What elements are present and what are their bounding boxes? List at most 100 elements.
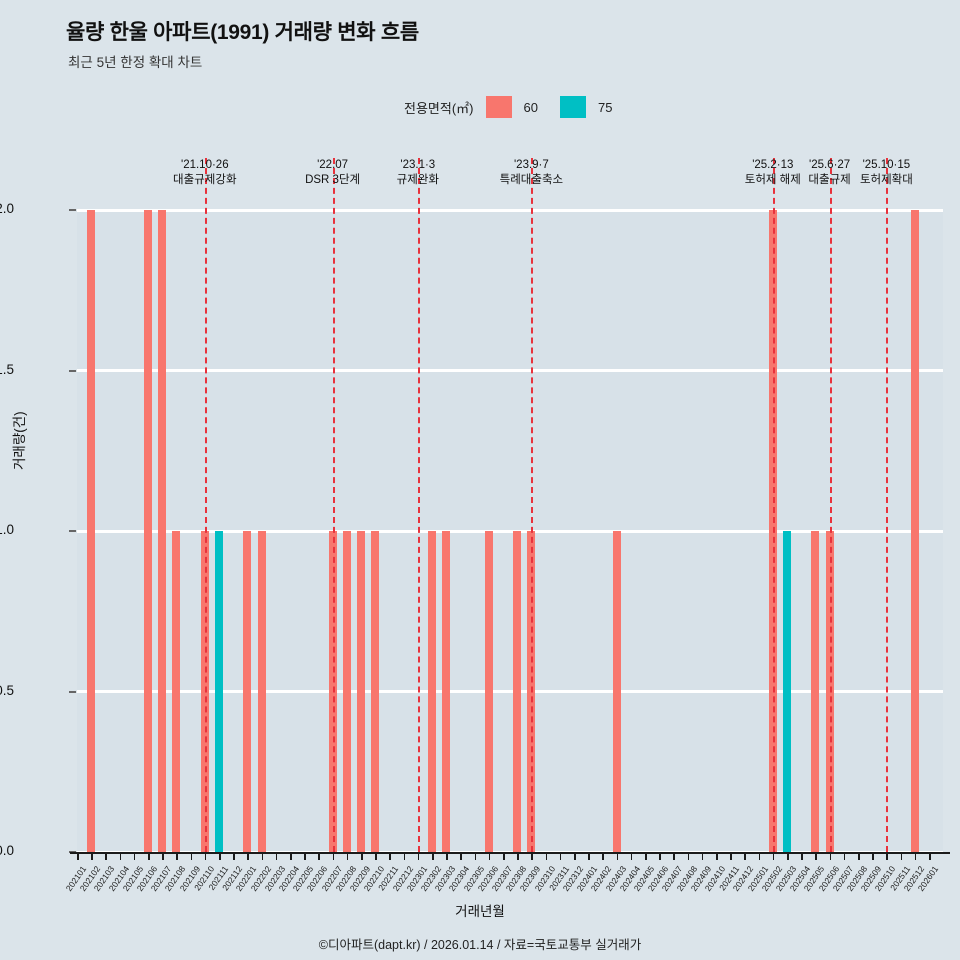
bar[interactable] (215, 531, 223, 852)
plot-area (77, 158, 943, 854)
x-tick-mark (389, 852, 391, 860)
x-tick-mark (559, 852, 562, 860)
x-tick-mark (176, 852, 178, 860)
x-tick-mark (460, 852, 462, 860)
gridline (77, 529, 943, 533)
x-tick-mark (772, 852, 775, 860)
x-tick-mark (758, 852, 761, 860)
x-tick-mark (77, 852, 79, 860)
bar[interactable] (172, 531, 181, 852)
x-tick-mark (133, 852, 136, 860)
bar[interactable] (513, 531, 522, 852)
legend-swatch-60[interactable] (485, 96, 512, 118)
event-annotation: '25.6·27 대출규제 (808, 158, 850, 188)
x-tick-mark (233, 852, 235, 860)
bar[interactable] (910, 210, 919, 852)
y-tick-mark (69, 209, 76, 211)
bar[interactable] (442, 531, 451, 852)
y-tick-mark (69, 369, 76, 372)
x-tick-mark (275, 852, 278, 860)
x-tick-mark (332, 852, 335, 860)
legend-label-60: 60 (523, 99, 538, 115)
annotation-date: '22.07 (317, 159, 349, 171)
x-tick-mark (403, 852, 406, 860)
annotation-text: 토허제 해제 (744, 174, 801, 186)
bar[interactable] (428, 531, 436, 852)
footer-credit: ©디아파트(dapt.kr) / 2026.01.14 / 자료=국토교통부 실… (318, 938, 642, 952)
bar[interactable] (357, 531, 365, 852)
x-tick-mark (474, 852, 477, 860)
x-tick-mark (829, 852, 832, 860)
x-tick-mark (545, 852, 548, 860)
x-tick-mark (375, 852, 377, 860)
bar[interactable] (484, 531, 493, 852)
x-tick-mark (744, 852, 746, 860)
x-tick-mark (900, 852, 903, 860)
event-annotation: '25.2·13 토허제 해제 (745, 158, 801, 188)
annotation-date: '25.10·15 (862, 159, 911, 171)
annotation-date: '25.2·13 (752, 159, 794, 171)
x-tick-mark (701, 852, 704, 860)
event-line (829, 158, 832, 852)
x-tick-mark (616, 852, 619, 860)
event-line (772, 158, 775, 852)
x-tick-mark (787, 852, 789, 860)
legend-label-75: 75 (597, 99, 613, 115)
annotation-text: DSR 3단계 (305, 174, 361, 186)
x-tick-mark (716, 852, 718, 860)
x-tick-mark (886, 852, 888, 860)
annotation-text: 규제완화 (396, 174, 439, 186)
x-tick-mark (219, 852, 221, 860)
event-annotation: '23.1·3 규제완화 (397, 158, 439, 188)
bar[interactable] (257, 531, 266, 852)
event-line (886, 158, 889, 852)
x-tick-mark (361, 852, 363, 860)
x-tick-mark (247, 852, 249, 860)
x-tick-mark (815, 852, 817, 860)
x-tick-mark (432, 852, 434, 860)
event-line (332, 158, 335, 852)
event-annotation: '23.9·7 특례대출축소 (500, 158, 563, 188)
page-subtitle: 최근 5년 한정 확대 차트 (68, 55, 203, 70)
annotation-text: 특례대출축소 (499, 174, 564, 186)
bar[interactable] (243, 531, 252, 852)
y-axis-title: 거래량(건) (12, 411, 27, 470)
legend-swatch-75[interactable] (559, 96, 586, 118)
bar[interactable] (811, 531, 820, 852)
bar[interactable] (342, 531, 351, 852)
x-tick-mark (929, 852, 931, 860)
x-tick-mark (914, 852, 917, 860)
bar[interactable] (612, 531, 621, 852)
annotation-text: 대출규제강화 (173, 174, 237, 186)
x-tick-mark (91, 852, 93, 860)
x-tick-mark (858, 852, 860, 860)
annotation-date: '23.1·3 (400, 159, 436, 171)
annotation-date: '21.10·26 (180, 159, 229, 171)
page-title: 율량 한울 아파트(1991) 거래량 변화 흐름 (66, 21, 419, 44)
x-tick-mark (503, 852, 505, 860)
x-tick-mark (730, 852, 732, 860)
x-tick-mark (645, 852, 647, 860)
x-tick-mark (119, 852, 122, 860)
x-tick-mark (602, 852, 604, 860)
x-tick-mark (673, 852, 675, 860)
x-tick-mark (148, 852, 150, 860)
x-tick-mark (290, 852, 292, 860)
event-line (204, 158, 207, 852)
y-tick-label: 1.0 (0, 522, 14, 537)
bar[interactable] (87, 210, 96, 852)
event-annotation: '21.10·26 대출규제강화 (173, 158, 236, 188)
bar[interactable] (371, 531, 380, 852)
bar[interactable] (158, 210, 167, 852)
x-tick-mark (105, 852, 107, 860)
x-tick-mark (488, 852, 491, 860)
bar[interactable] (144, 210, 152, 852)
annotation-text: 대출규제 (808, 174, 851, 186)
x-tick-mark (517, 852, 519, 860)
y-tick-label: 1.5 (0, 361, 14, 377)
bar[interactable] (783, 531, 791, 852)
x-tick-mark (204, 852, 207, 860)
x-tick-mark (190, 852, 193, 860)
x-tick-mark (659, 852, 661, 860)
y-tick-label: 2.0 (0, 201, 14, 216)
